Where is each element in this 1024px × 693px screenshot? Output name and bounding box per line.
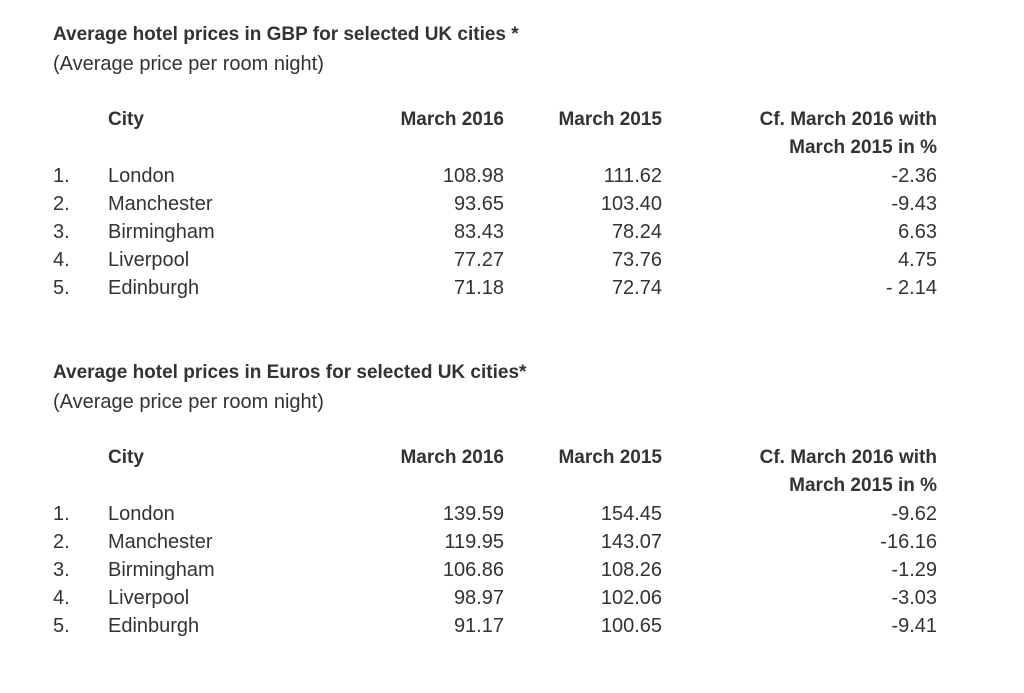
column-header: March 2015 bbox=[558, 447, 662, 468]
price-cell: 98.97 bbox=[453, 587, 504, 609]
price-cell: -9.43 bbox=[891, 193, 937, 215]
row-rank: 3. bbox=[53, 559, 70, 581]
price-cell: 72.74 bbox=[611, 277, 662, 299]
price-cell: - 2.14 bbox=[885, 277, 937, 299]
row-rank: 2. bbox=[53, 531, 70, 553]
row-rank: 2. bbox=[53, 193, 70, 215]
row-rank: 4. bbox=[53, 249, 70, 271]
column-header: Cf. March 2016 with March 2015 in % bbox=[759, 447, 937, 496]
price-cell: 154.45 bbox=[600, 503, 662, 525]
price-cell: 103.40 bbox=[600, 193, 662, 215]
column-header: March 2016 bbox=[400, 109, 504, 130]
column-header: City bbox=[108, 447, 144, 468]
price-cell: 100.65 bbox=[600, 615, 662, 637]
price-cell: -2.36 bbox=[891, 165, 937, 187]
price-cell: 4.75 bbox=[898, 249, 937, 271]
price-cell: 78.24 bbox=[611, 221, 662, 243]
price-cell: -9.62 bbox=[891, 503, 937, 525]
column-header: City bbox=[108, 109, 144, 130]
price-cell: -9.41 bbox=[891, 615, 937, 637]
row-rank: 4. bbox=[53, 587, 70, 609]
price-cell: -16.16 bbox=[880, 531, 937, 553]
city-name: Manchester bbox=[108, 193, 213, 215]
column-header: March 2015 bbox=[558, 109, 662, 130]
table-title: Average hotel prices in Euros for select… bbox=[53, 362, 527, 383]
city-name: Liverpool bbox=[108, 587, 190, 609]
price-cell: -1.29 bbox=[891, 559, 937, 581]
row-rank: 3. bbox=[53, 221, 70, 243]
row-rank: 1. bbox=[53, 165, 70, 187]
table-subtitle: (Average price per room night) bbox=[53, 53, 324, 75]
column-header: Cf. March 2016 with March 2015 in % bbox=[759, 109, 937, 158]
city-name: Edinburgh bbox=[108, 277, 200, 299]
city-name: Birmingham bbox=[108, 559, 215, 581]
table-subtitle: (Average price per room night) bbox=[53, 391, 324, 413]
price-cell: -3.03 bbox=[891, 587, 937, 609]
city-name: Birmingham bbox=[108, 221, 215, 243]
price-cell: 93.65 bbox=[453, 193, 504, 215]
price-cell: 111.62 bbox=[603, 165, 662, 187]
price-cell: 106.86 bbox=[442, 559, 504, 581]
city-name: Liverpool bbox=[108, 249, 190, 271]
column-header: March 2016 bbox=[400, 447, 504, 468]
price-cell: 102.06 bbox=[600, 587, 662, 609]
price-cell: 139.59 bbox=[442, 503, 504, 525]
row-rank: 1. bbox=[53, 503, 70, 525]
price-cell: 73.76 bbox=[611, 249, 662, 271]
price-cell: 91.17 bbox=[453, 615, 504, 637]
price-cell: 71.18 bbox=[453, 277, 504, 299]
price-cell: 143.07 bbox=[600, 531, 662, 553]
price-cell: 77.27 bbox=[453, 249, 504, 271]
city-name: London bbox=[108, 503, 175, 525]
price-cell: 6.63 bbox=[898, 221, 937, 243]
city-name: Edinburgh bbox=[108, 615, 200, 637]
row-rank: 5. bbox=[53, 277, 70, 299]
city-name: London bbox=[108, 165, 175, 187]
row-rank: 5. bbox=[53, 615, 70, 637]
price-cell: 108.98 bbox=[442, 165, 504, 187]
price-cell: 83.43 bbox=[453, 221, 504, 243]
price-cell: 119.95 bbox=[444, 531, 504, 553]
price-cell: 108.26 bbox=[600, 559, 662, 581]
city-name: Manchester bbox=[108, 531, 213, 553]
table-title: Average hotel prices in GBP for selected… bbox=[53, 24, 519, 45]
